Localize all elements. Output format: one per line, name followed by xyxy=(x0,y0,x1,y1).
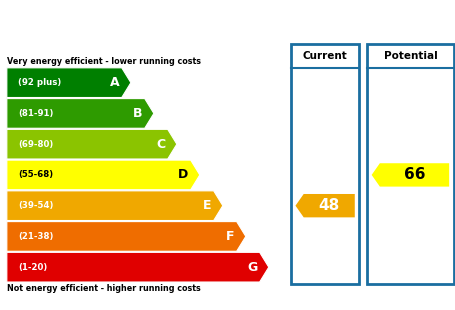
Text: Current: Current xyxy=(302,51,347,61)
Text: (21-38): (21-38) xyxy=(18,232,54,241)
Polygon shape xyxy=(7,129,177,159)
Text: (1-20): (1-20) xyxy=(18,263,47,272)
Polygon shape xyxy=(7,222,245,251)
Text: (39-54): (39-54) xyxy=(18,201,54,210)
Bar xyxy=(290,44,359,285)
Text: 66: 66 xyxy=(403,167,425,182)
Bar xyxy=(366,44,453,285)
Text: 48: 48 xyxy=(318,198,339,213)
Polygon shape xyxy=(295,194,354,217)
Text: Not energy efficient - higher running costs: Not energy efficient - higher running co… xyxy=(7,285,200,294)
Text: E: E xyxy=(202,199,211,212)
Text: (69-80): (69-80) xyxy=(18,140,53,149)
Text: (92 plus): (92 plus) xyxy=(18,78,61,87)
Polygon shape xyxy=(7,99,153,128)
Text: D: D xyxy=(178,168,188,181)
Polygon shape xyxy=(7,160,199,190)
Text: A: A xyxy=(110,76,119,89)
Text: Energy Efficiency Rating: Energy Efficiency Rating xyxy=(84,11,371,30)
Polygon shape xyxy=(7,191,222,220)
Text: Very energy efficient - lower running costs: Very energy efficient - lower running co… xyxy=(7,57,200,66)
Text: B: B xyxy=(133,107,142,120)
Text: Potential: Potential xyxy=(383,51,436,61)
Polygon shape xyxy=(7,68,131,98)
Polygon shape xyxy=(371,163,448,187)
Polygon shape xyxy=(7,252,268,282)
Text: G: G xyxy=(247,261,257,274)
Text: C: C xyxy=(156,138,165,151)
Text: (81-91): (81-91) xyxy=(18,109,54,118)
Text: (55-68): (55-68) xyxy=(18,170,53,179)
Text: F: F xyxy=(225,230,234,243)
